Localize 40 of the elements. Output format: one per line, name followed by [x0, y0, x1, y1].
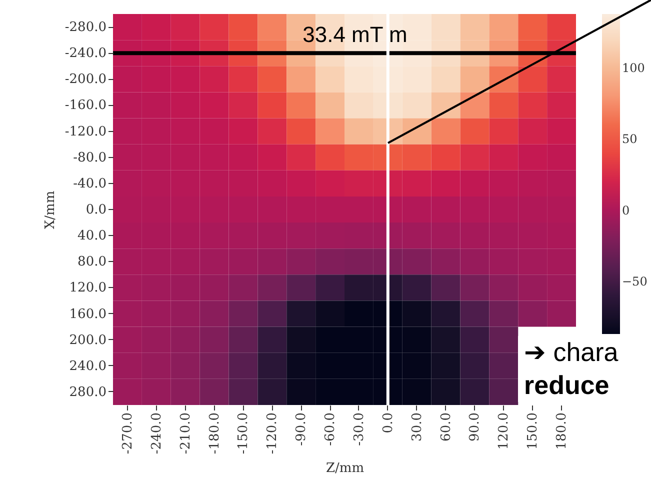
x-tick-label: 150.0: [526, 412, 541, 450]
color-bar-label: 0: [622, 203, 630, 218]
y-tick-label: 40.0: [78, 228, 106, 244]
y-tick-label: -80.0: [73, 150, 106, 166]
x-tick-label: -60.0: [323, 412, 338, 446]
x-tick-label: 120.0: [496, 412, 512, 450]
x-tick-label: -210.0: [178, 412, 194, 454]
x-tick-label: 90.0: [468, 412, 483, 442]
x-tick-label: -270.0: [120, 412, 136, 454]
color-bar-label: 50: [622, 132, 638, 146]
x-tick-label: 60.0: [438, 412, 454, 442]
x-tick-label: -30.0: [352, 412, 367, 446]
color-bar-label: −50: [622, 274, 648, 288]
x-tick-label: -240.0: [149, 412, 164, 454]
y-tick-label: 240.0: [69, 358, 106, 374]
y-tick-label: -120.0: [64, 124, 106, 140]
y-tick-label: 200.0: [69, 332, 106, 348]
annotation: ➔ chara: [524, 336, 620, 369]
x-tick-label: 30.0: [410, 412, 425, 442]
x-tick-label: 180.0: [554, 412, 570, 450]
y-tick-label: 280.0: [69, 384, 106, 400]
y-tick-label: 0.0: [86, 202, 106, 218]
x-tick-label: 0.0: [380, 412, 396, 434]
x-tick-label: -150.0: [236, 412, 252, 454]
y-tick-label: -160.0: [64, 98, 106, 114]
x-axis-title: Z/mm: [326, 461, 364, 476]
annotation: reduce: [524, 369, 610, 402]
color-bar-label: 100: [622, 61, 645, 76]
x-tick-label: -120.0: [265, 412, 280, 454]
x-tick-label: -90.0: [294, 412, 310, 446]
y-tick-label: -280.0: [64, 20, 106, 36]
y-tick-label: -200.0: [64, 72, 106, 88]
y-tick-label: 160.0: [69, 306, 106, 322]
y-tick-label: 80.0: [78, 254, 106, 270]
y-axis-title: X/mm: [42, 190, 58, 230]
x-tick-label: -180.0: [207, 412, 222, 454]
y-tick-label: -240.0: [64, 46, 106, 62]
y-tick-label: -40.0: [73, 176, 106, 192]
ref-line-label: 33.4 mT m: [302, 22, 408, 48]
y-tick-label: 120.0: [69, 280, 106, 296]
